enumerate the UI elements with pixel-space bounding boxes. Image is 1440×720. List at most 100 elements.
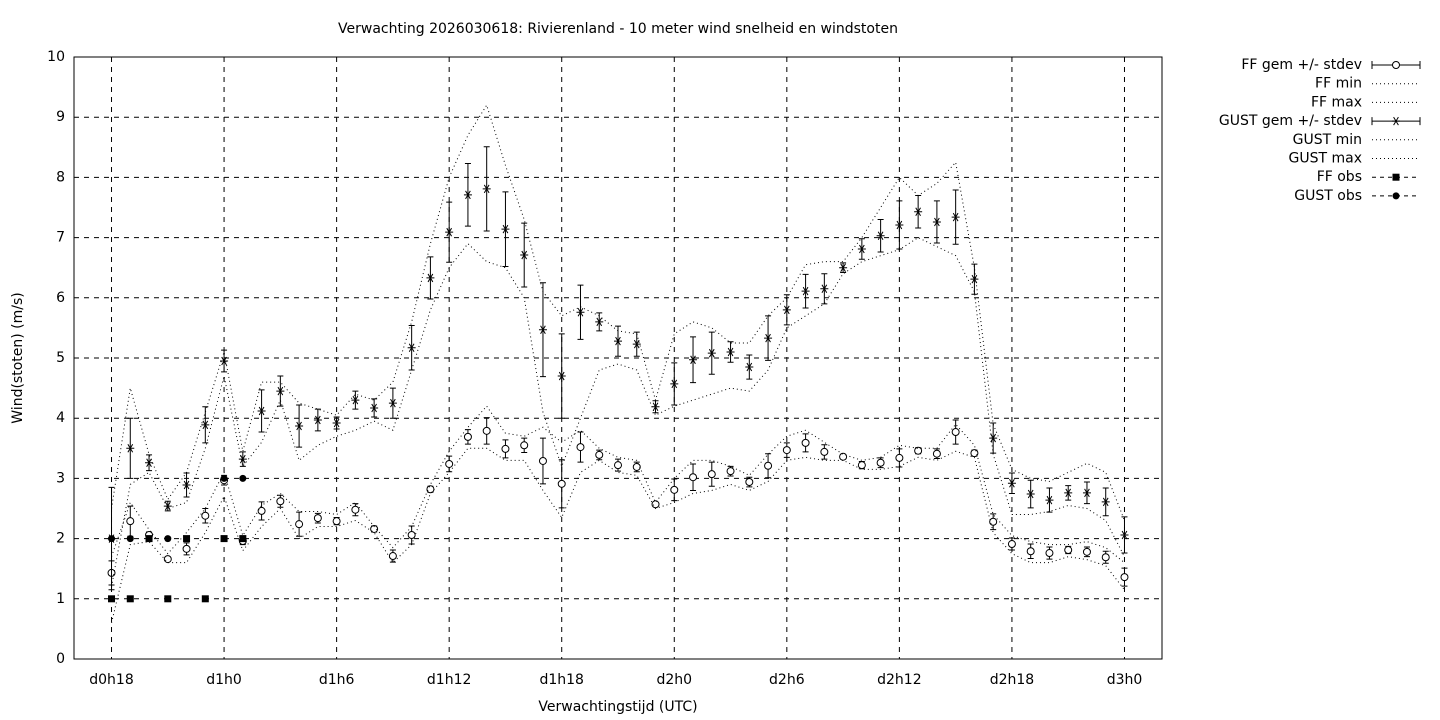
y-tick-label: 8 [56,169,65,185]
x-tick-label: d3h0 [1107,672,1143,688]
point [895,220,904,230]
point [257,406,266,416]
point [876,231,885,241]
point [220,474,228,482]
point [782,446,791,455]
legend-marker [1392,116,1400,126]
point [782,305,791,315]
point [895,453,904,462]
point [876,458,885,467]
point [332,418,341,428]
y-tick-label: 1 [56,591,65,607]
point [576,443,585,452]
point [745,478,754,487]
legend-label: FF obs [1317,169,1362,185]
y-tick-label: 4 [56,410,65,426]
point [463,432,472,441]
point [632,462,641,471]
point [482,426,491,435]
point [951,428,960,437]
y-tick-label: 7 [56,230,65,246]
point [932,217,941,227]
point [538,325,547,334]
point [239,474,247,482]
point [108,595,116,603]
point [463,190,472,200]
x-tick-label: d1h0 [206,672,242,688]
point [1026,489,1035,499]
y-tick-label: 9 [56,109,65,125]
point [313,415,322,425]
point [501,224,510,234]
line [111,447,1125,623]
legend-marker [1392,61,1400,69]
point [1026,547,1035,556]
legend-label: FF max [1311,94,1362,110]
x-tick-label: d0h18 [89,672,133,688]
point [1101,553,1110,562]
point [595,317,604,327]
point [614,336,622,346]
point [764,333,773,343]
y-tick-label: 0 [56,651,65,667]
point [764,461,773,470]
point [1064,546,1073,555]
point [557,371,566,381]
y-axis-label: Wind(stoten) (m/s) [10,292,26,423]
point [801,438,810,447]
point [145,535,153,543]
point [1101,497,1110,507]
point [183,535,191,543]
point [914,446,923,455]
x-tick-label: d2h0 [656,672,692,688]
point [1045,495,1054,505]
point [520,250,529,260]
point [538,456,547,465]
point [201,595,209,603]
point [914,207,923,216]
point [1007,540,1016,549]
x-tick-label: d2h12 [877,672,921,688]
point [313,514,322,523]
point [163,501,172,511]
point [857,244,866,254]
point [614,461,622,470]
legend-marker [1392,192,1400,200]
point [276,497,285,506]
point [520,441,529,450]
line [111,237,1125,587]
point [182,480,191,490]
point [426,273,435,283]
point [126,595,134,603]
point [1045,549,1054,558]
point [332,517,341,526]
legend-label: FF min [1315,76,1362,92]
x-tick-label: d1h6 [319,672,355,688]
legend-marker [1392,173,1400,181]
point [482,184,491,194]
point [351,505,360,514]
point [407,530,416,539]
x-tick-label: d1h12 [427,672,471,688]
point [932,449,941,458]
y-tick-label: 5 [56,350,65,366]
legend-label: GUST max [1289,151,1363,167]
x-tick-label: d2h18 [990,672,1034,688]
y-tick-label: 3 [56,470,65,486]
y-tick-label: 6 [56,290,65,306]
point [651,402,660,412]
line [111,103,1125,521]
point [839,452,848,461]
point [126,517,135,526]
point [108,535,116,543]
point [857,461,866,470]
point [426,485,435,494]
point [1120,530,1129,540]
point [1120,573,1129,582]
line [111,405,1125,564]
point [276,386,285,396]
point [201,420,210,430]
point [201,511,210,520]
chart-title: Verwachting 2026030618: Rivierenland - 1… [338,21,898,37]
point [557,479,566,488]
